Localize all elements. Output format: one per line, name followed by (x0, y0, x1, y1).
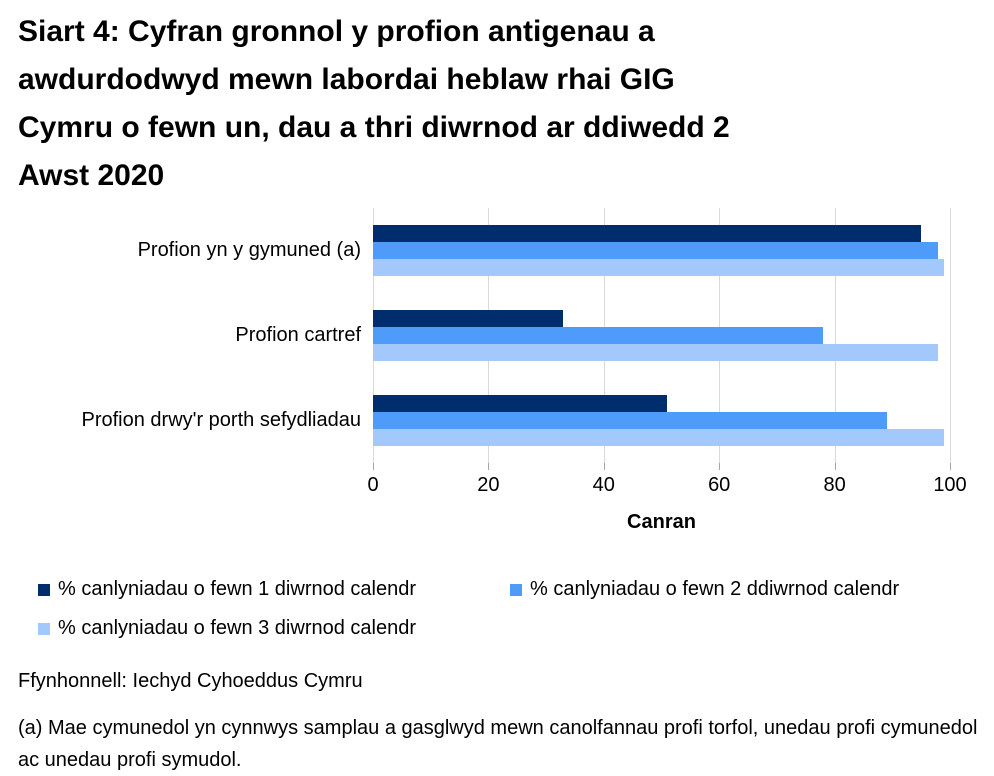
category-label: Profion cartref (235, 324, 361, 346)
legend-item: % canlyniadau o fewn 1 diwrnod calendr (38, 578, 510, 601)
source-text: Ffynhonnell: Iechyd Cyhoeddus Cymru (18, 670, 363, 692)
bar (373, 242, 939, 259)
x-tick-mark (950, 463, 951, 470)
legend-item: % canlyniadau o fewn 3 diwrnod calendr (38, 617, 510, 640)
legend-label: % canlyniadau o fewn 2 ddiwrnod calendr (530, 578, 900, 600)
x-tick-label: 40 (592, 474, 615, 496)
chart-title-line-1: Siart 4: Cyfran gronnol y profion antige… (18, 15, 655, 48)
bar (373, 310, 564, 327)
x-tick-label: 0 (367, 474, 379, 496)
bar (373, 344, 939, 361)
legend-label: % canlyniadau o fewn 1 diwrnod calendr (58, 578, 416, 600)
bar-group (373, 378, 950, 463)
legend-swatch (510, 583, 522, 596)
legend-swatch (38, 583, 50, 596)
footnote-text: (a) Mae cymunedol yn cynnwys samplau a g… (18, 717, 978, 771)
chart-title-line-4: Awst 2020 (18, 159, 165, 192)
x-tick-mark (373, 463, 374, 470)
x-tick-label: 100 (933, 474, 967, 496)
gridline (834, 208, 836, 463)
chart-title: Siart 4: Cyfran gronnol y profion antige… (18, 8, 972, 200)
bar (373, 259, 945, 276)
chart-title-line-2: awdurdodwyd mewn labordai heblaw rhai GI… (18, 63, 675, 96)
bar (373, 412, 887, 429)
category-label: Profion yn y gymuned (a) (137, 239, 361, 261)
bar (373, 429, 945, 446)
plot-wrap: Profion yn y gymuned (a) Profion cartref P… (18, 208, 972, 463)
bar (373, 395, 668, 412)
x-tick-label: 60 (708, 474, 731, 496)
bar-group (373, 293, 950, 378)
x-tick-label: 80 (823, 474, 846, 496)
bar (373, 225, 922, 242)
x-tick-mark (834, 463, 836, 470)
bar (373, 327, 824, 344)
bar-group (373, 208, 950, 293)
y-axis-labels: Profion yn y gymuned (a) Profion cartref P… (18, 208, 373, 463)
x-tick-mark (719, 463, 721, 470)
plot-area (373, 208, 951, 463)
bar-chart: Profion yn y gymuned (a) Profion cartref P… (18, 208, 972, 534)
legend-label: % canlyniadau o fewn 3 diwrnod calendr (58, 617, 416, 639)
legend: % canlyniadau o fewn 1 diwrnod calendr % … (38, 578, 972, 640)
legend-swatch (38, 622, 50, 635)
legend-item: % canlyniadau o fewn 2 ddiwrnod calendr (510, 578, 972, 601)
category-label: Profion drwy'r porth sefydliadau (81, 409, 361, 431)
chart-title-line-3: Cymru o fewn un, dau a thri diwrnod ar d… (18, 111, 730, 144)
x-tick-label: 20 (477, 474, 500, 496)
gridline (950, 208, 951, 463)
x-tick-mark (603, 463, 605, 470)
x-tick-mark (488, 463, 490, 470)
x-axis-title: Canran (627, 511, 696, 533)
x-axis: 0 20 40 60 80 100 (367, 463, 967, 507)
